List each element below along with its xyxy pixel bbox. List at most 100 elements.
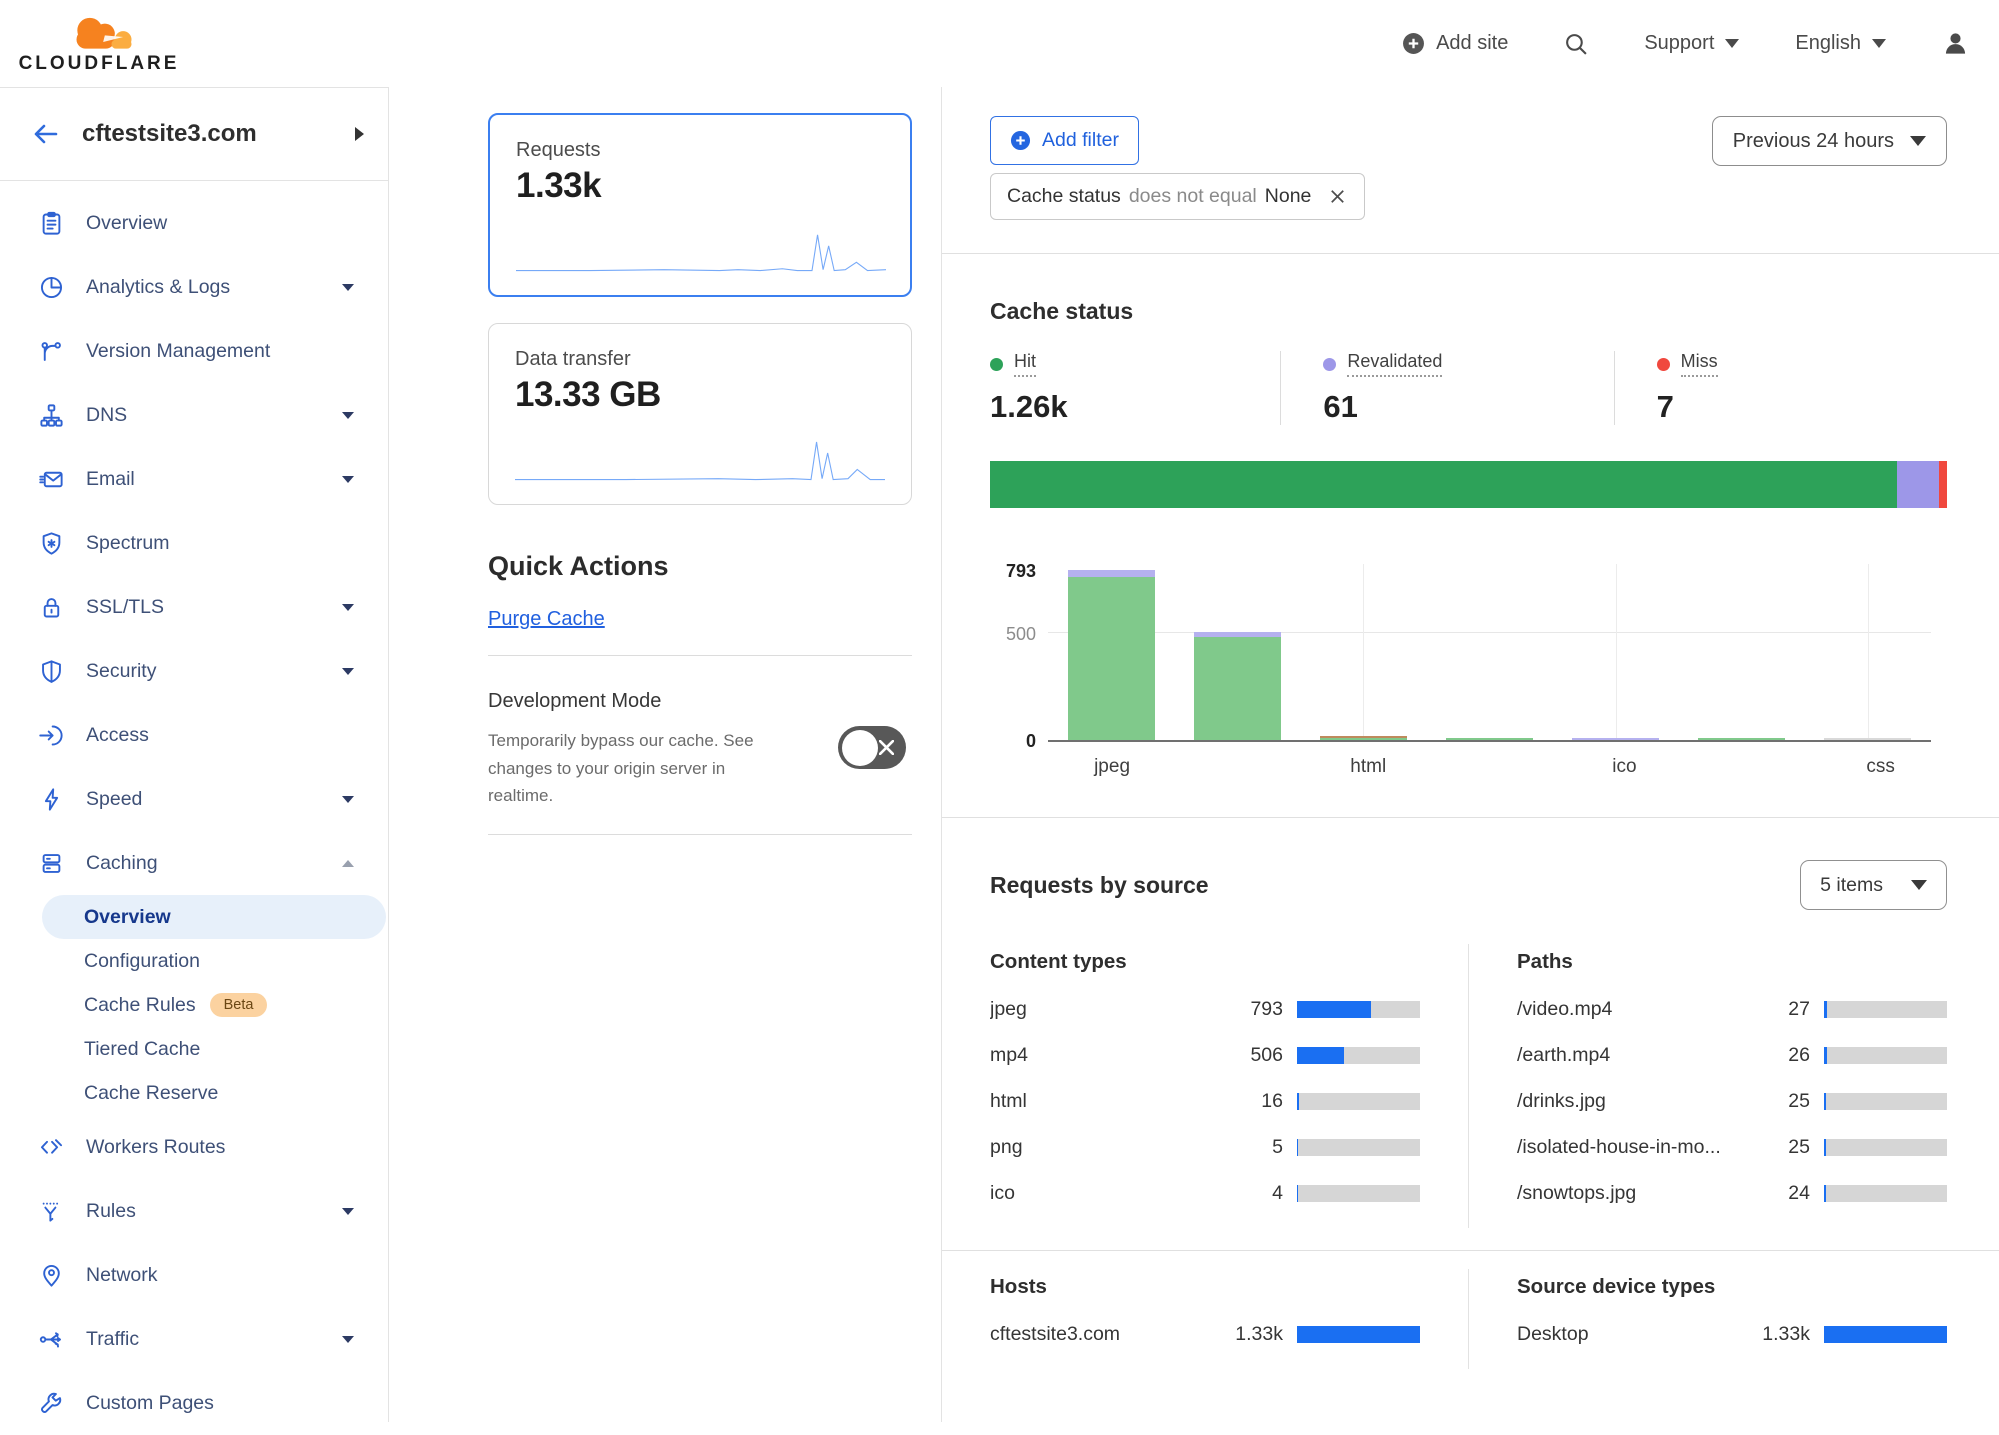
sidebar: cftestsite3.com Overview Analytics & Logs…	[0, 87, 389, 1422]
sidebar-subitem-tiered-cache[interactable]: Tiered Cache	[0, 1027, 388, 1071]
row-value: 26	[1788, 1043, 1810, 1066]
divider	[942, 253, 1999, 254]
sidebar-item-overview[interactable]: Overview	[0, 191, 388, 255]
caching-icon	[38, 850, 65, 877]
filter-value: None	[1264, 185, 1312, 207]
sidebar-item-security[interactable]: Security	[0, 639, 388, 703]
row-label: ico	[990, 1181, 1015, 1204]
sidebar-item-label: Email	[86, 467, 135, 490]
sidebar-item-version-management[interactable]: Version Management	[0, 319, 388, 383]
stacked-segment-hit	[990, 461, 1898, 508]
sidebar-item-label: DNS	[86, 403, 128, 426]
time-range-dropdown[interactable]: Previous 24 hours	[1711, 116, 1947, 166]
row-bar	[1297, 1325, 1420, 1343]
divider	[942, 1250, 1999, 1251]
chevron-right-icon[interactable]	[355, 127, 364, 141]
filter-operator: does not equal	[1128, 185, 1257, 207]
sidebar-item-access[interactable]: Access	[0, 703, 388, 767]
sidebar-subitem-label: Tiered Cache	[84, 1037, 201, 1060]
row-bar	[1297, 1000, 1420, 1018]
add-site-button[interactable]: Add site	[1402, 32, 1508, 55]
row-label: /drinks.jpg	[1517, 1089, 1606, 1112]
chevron-down-icon	[342, 1207, 354, 1215]
email-icon	[38, 466, 65, 493]
row-bar	[1297, 1138, 1420, 1156]
remove-filter-button[interactable]	[1327, 186, 1348, 207]
toggle-off-x-icon	[879, 740, 894, 755]
sidebar-item-ssl-tls[interactable]: SSL/TLS	[0, 575, 388, 639]
beta-badge: Beta	[209, 993, 268, 1017]
development-mode-toggle[interactable]	[838, 726, 906, 769]
brand-name: CLOUDFLARE	[18, 53, 180, 74]
sidebar-item-analytics-logs[interactable]: Analytics & Logs	[0, 255, 388, 319]
requests-card[interactable]: Requests 1.33k	[488, 113, 912, 297]
row-label: /video.mp4	[1517, 997, 1613, 1020]
sidebar-subitem-overview[interactable]: Overview	[42, 895, 386, 939]
sidebar-item-custom-pages[interactable]: Custom Pages	[0, 1371, 388, 1435]
table-row: jpeg 793	[990, 986, 1420, 1032]
chevron-down-icon	[342, 667, 354, 675]
sidebar-item-network[interactable]: Network	[0, 1243, 388, 1307]
stacked-segment-revalidated	[1897, 461, 1940, 508]
row-label: jpeg	[990, 997, 1027, 1020]
table-row: /snowtops.jpg 24	[1517, 1170, 1947, 1216]
sidebar-subitem-configuration[interactable]: Configuration	[0, 939, 388, 983]
dns-icon	[38, 402, 65, 429]
back-arrow-icon[interactable]	[30, 121, 58, 147]
data-transfer-card[interactable]: Data transfer 13.33 GB	[488, 323, 912, 505]
development-mode-title: Development Mode	[488, 690, 662, 712]
chevron-down-icon	[342, 1335, 354, 1343]
gridline	[1867, 564, 1869, 740]
bar-segment-hit	[1319, 738, 1407, 740]
stat-miss: Miss 7	[1613, 351, 1947, 425]
account-button[interactable]	[1942, 30, 1969, 57]
support-menu[interactable]: Support	[1644, 32, 1740, 55]
bar-segment-other-brown	[1319, 735, 1407, 738]
sidebar-item-label: Speed	[86, 787, 143, 810]
sidebar-subitem-cache-rules[interactable]: Cache Rules Beta	[0, 983, 388, 1027]
table-row: ico 4	[990, 1170, 1420, 1216]
sidebar-item-dns[interactable]: DNS	[0, 383, 388, 447]
sidebar-item-label: Spectrum	[86, 531, 170, 554]
row-bar	[1824, 1325, 1947, 1343]
table-heading: Content types	[990, 950, 1127, 973]
sidebar-item-email[interactable]: Email	[0, 447, 388, 511]
miss-value: 7	[1656, 389, 1674, 424]
ssl-tls-icon	[38, 594, 65, 621]
row-bar	[1824, 1092, 1947, 1110]
bar-segment-hit	[1067, 577, 1155, 740]
search-button[interactable]	[1564, 32, 1588, 56]
requests-card-label: Requests	[516, 139, 601, 161]
sidebar-item-label: Rules	[86, 1199, 136, 1222]
purge-cache-link[interactable]: Purge Cache	[488, 608, 605, 630]
sidebar-subitem-cache-reserve[interactable]: Cache Reserve	[0, 1071, 388, 1115]
analytics-panel: Add filter Cache status does not equal N…	[941, 87, 1999, 1422]
table-heading: Source device types	[1517, 1275, 1716, 1298]
chevron-down-icon	[342, 411, 354, 419]
table-row: mp4 506	[990, 1032, 1420, 1078]
row-value: 25	[1788, 1089, 1810, 1112]
add-filter-button[interactable]: Add filter	[990, 116, 1139, 165]
cloudflare-logo: CLOUDFLARE	[18, 12, 180, 75]
bar-html	[1319, 735, 1407, 740]
sidebar-item-workers-routes[interactable]: Workers Routes	[0, 1115, 388, 1179]
row-bar	[1297, 1092, 1420, 1110]
row-label: Desktop	[1517, 1322, 1589, 1345]
sidebar-item-rules[interactable]: Rules	[0, 1179, 388, 1243]
analytics-icon	[38, 274, 65, 301]
items-count-dropdown[interactable]: 5 items	[1800, 860, 1947, 910]
divider	[488, 655, 912, 656]
close-icon	[1331, 190, 1345, 203]
sidebar-item-caching[interactable]: Caching	[0, 831, 388, 895]
sidebar-item-traffic[interactable]: Traffic	[0, 1307, 388, 1371]
sidebar-item-label: Custom Pages	[86, 1391, 214, 1414]
overview-icon	[38, 210, 65, 237]
sidebar-item-label: Caching	[86, 851, 158, 874]
site-switcher[interactable]: cftestsite3.com	[0, 88, 388, 181]
sidebar-item-speed[interactable]: Speed	[0, 767, 388, 831]
sidebar-item-spectrum[interactable]: Spectrum	[0, 511, 388, 575]
toggle-knob	[841, 729, 878, 766]
language-menu[interactable]: English	[1795, 32, 1886, 55]
network-icon	[38, 1262, 65, 1289]
row-label: /isolated-house-in-mo...	[1517, 1135, 1721, 1158]
